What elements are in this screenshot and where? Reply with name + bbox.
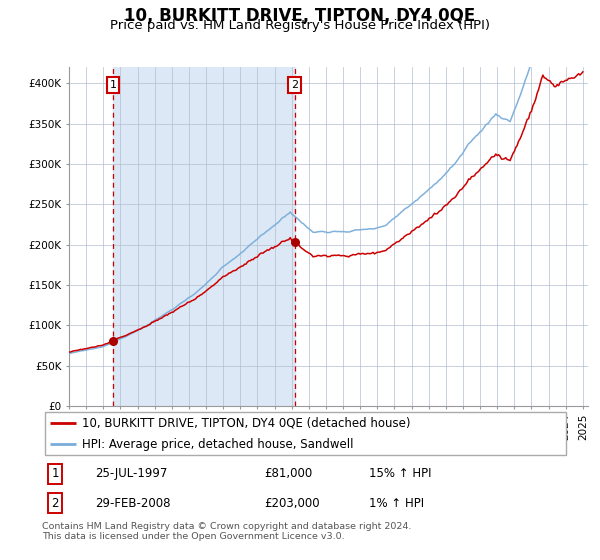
Text: Contains HM Land Registry data © Crown copyright and database right 2024.
This d: Contains HM Land Registry data © Crown c… bbox=[42, 522, 412, 542]
Text: 1: 1 bbox=[110, 80, 116, 90]
Text: 2: 2 bbox=[291, 80, 298, 90]
Text: 25-JUL-1997: 25-JUL-1997 bbox=[95, 468, 167, 480]
Text: 1% ↑ HPI: 1% ↑ HPI bbox=[370, 497, 424, 510]
Text: Price paid vs. HM Land Registry's House Price Index (HPI): Price paid vs. HM Land Registry's House … bbox=[110, 19, 490, 32]
FancyBboxPatch shape bbox=[44, 412, 566, 455]
Text: 10, BURKITT DRIVE, TIPTON, DY4 0QE (detached house): 10, BURKITT DRIVE, TIPTON, DY4 0QE (deta… bbox=[82, 417, 410, 430]
Text: HPI: Average price, detached house, Sandwell: HPI: Average price, detached house, Sand… bbox=[82, 437, 353, 450]
Text: £81,000: £81,000 bbox=[264, 468, 312, 480]
Text: 29-FEB-2008: 29-FEB-2008 bbox=[95, 497, 170, 510]
Text: £203,000: £203,000 bbox=[264, 497, 319, 510]
Text: 15% ↑ HPI: 15% ↑ HPI bbox=[370, 468, 432, 480]
Text: 1: 1 bbox=[52, 468, 59, 480]
Text: 2: 2 bbox=[52, 497, 59, 510]
Bar bbox=[113, 67, 295, 406]
Text: 10, BURKITT DRIVE, TIPTON, DY4 0QE: 10, BURKITT DRIVE, TIPTON, DY4 0QE bbox=[124, 7, 476, 25]
